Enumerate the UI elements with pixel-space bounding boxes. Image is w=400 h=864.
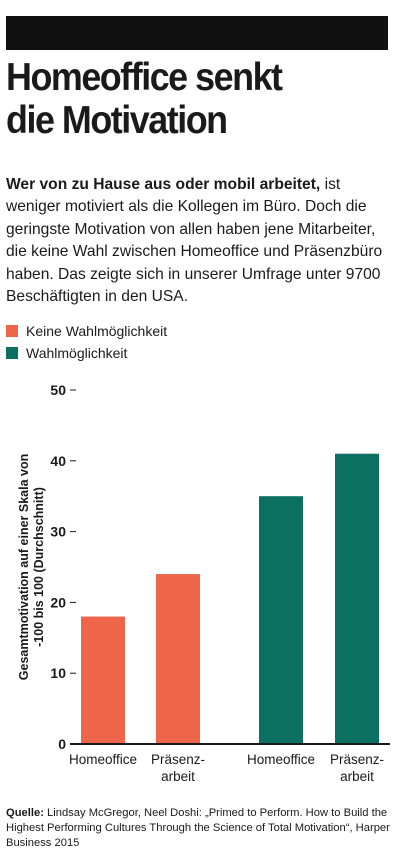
bar [259, 496, 303, 744]
y-axis-title: Gesamtmotivation auf einer Skala von-100… [17, 454, 46, 680]
y-tick-label: 10 [50, 665, 66, 681]
intro-lead: Wer von zu Hause aus oder mobil arbeitet… [6, 176, 321, 193]
legend-swatch-no-choice [6, 325, 18, 337]
y-axis-title-line-1: Gesamtmotivation auf einer Skala von [17, 454, 31, 680]
x-tick-label-line: arbeit [161, 769, 195, 784]
intro-text: ist weniger motiviert als die Kollegen i… [6, 176, 383, 306]
x-tick-label: Präsenz-arbeit [330, 752, 384, 784]
bars [81, 453, 379, 744]
legend-item-no-choice: Keine Wahlmöglichkeit [6, 320, 167, 342]
y-tick-label: 30 [50, 524, 66, 540]
x-tick-label-line: Homeoffice [247, 752, 315, 767]
bar [81, 616, 125, 744]
page-title: Homeoffice senkt die Motivation [6, 56, 363, 142]
legend-swatch-choice [6, 347, 18, 359]
legend-item-choice: Wahlmöglichkeit [6, 342, 167, 364]
header-bar [6, 16, 388, 50]
x-tick-label-line: Homeoffice [69, 752, 137, 767]
x-tick-label: Homeoffice [247, 752, 315, 767]
y-axis-title-line-2: -100 bis 100 (Durchschnitt) [32, 487, 46, 647]
y-tick-label: 40 [50, 453, 66, 469]
bar-chart: Gesamtmotivation auf einer Skala von-100… [17, 382, 390, 784]
legend-label-choice: Wahlmöglichkeit [26, 345, 128, 361]
title-line-2: die Motivation [6, 99, 228, 142]
y-tick-label: 0 [58, 736, 66, 752]
legend-label-no-choice: Keine Wahlmöglichkeit [26, 323, 168, 339]
bar [335, 453, 379, 744]
intro-paragraph: Wer von zu Hause aus oder mobil arbeitet… [6, 174, 394, 308]
x-tick-label: Homeoffice [69, 752, 137, 767]
y-axis-label: Gesamtmotivation auf einer Skala von-100… [17, 454, 46, 680]
source-text: Lindsay McGregor, Neel Doshi: „Primed to… [6, 807, 390, 849]
title-line-1: Homeoffice senkt [6, 56, 283, 99]
x-tick-label-line: Präsenz- [151, 752, 205, 767]
legend: Keine Wahlmöglichkeit Wahlmöglichkeit [6, 320, 167, 364]
x-tick-label-line: arbeit [340, 769, 374, 784]
source-note: Quelle: Lindsay McGregor, Neel Doshi: „P… [6, 806, 396, 851]
source-label: Quelle: [6, 807, 44, 819]
bar [156, 574, 200, 744]
x-tick-label-line: Präsenz- [330, 752, 384, 767]
x-tick-label: Präsenz-arbeit [151, 752, 205, 784]
y-axis-ticks: 0 10 20 30 40 50 [50, 382, 76, 752]
y-tick-label: 50 [50, 382, 66, 398]
x-axis-labels: Homeoffice Präsenz-arbeit Homeoffice Präsen… [69, 752, 384, 784]
y-tick-label: 20 [50, 594, 66, 610]
